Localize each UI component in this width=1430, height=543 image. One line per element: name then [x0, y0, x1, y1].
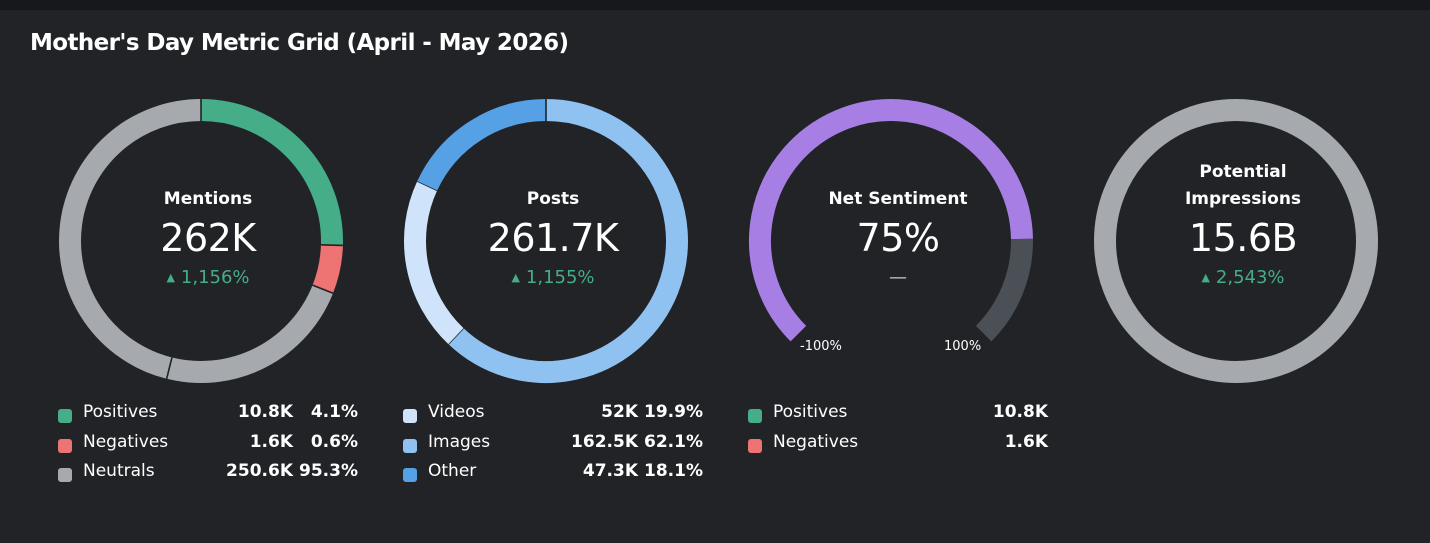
neutrals-slice — [59, 99, 334, 383]
mentions-center-title: Mentions — [163, 189, 253, 209]
triangle-up-icon: ▲ — [1201, 271, 1210, 284]
net-sentiment-center-title: Net Sentiment — [828, 189, 968, 209]
legend-percent: 4.1% — [310, 402, 358, 422]
posts-change-value: 1,155% — [525, 267, 595, 288]
posts-legend: Videos 52K 19.9% Images 162.5K 62.1% Oth… — [403, 402, 703, 491]
mentions-change: ▲ 1,156% — [58, 267, 358, 288]
legend-percent: 95.3% — [299, 461, 358, 481]
posts-center-value: 261.7K — [487, 216, 619, 260]
legend-item: Positives 10.8K 4.1% — [58, 402, 358, 432]
legend-label: Neutrals — [83, 461, 155, 481]
negatives-swatch — [58, 438, 72, 453]
top-bar — [0, 0, 1430, 10]
legend-percent: 19.9% — [644, 402, 703, 422]
legend-label: Positives — [773, 402, 848, 422]
triangle-up-icon: ▲ — [511, 271, 520, 284]
neutrals-swatch — [58, 468, 72, 482]
positives-slice — [200, 99, 343, 246]
other-slice — [417, 99, 547, 191]
mentions-card: Mentions 262K ▲ 1,156% Positives 10.8K 4.… — [58, 95, 358, 525]
legend-percent: 0.6% — [310, 431, 358, 452]
positives-swatch — [58, 409, 72, 423]
mentions-center-value: 262K — [160, 216, 256, 260]
legend-percent: 18.1% — [644, 461, 703, 481]
posts-change: ▲ 1,155% — [403, 267, 703, 288]
slice-separator — [416, 180, 438, 192]
legend-item: Negatives 1.6K 0.6% — [58, 432, 358, 462]
legend-label: Negatives — [83, 431, 169, 452]
posts-card: Posts 261.7K ▲ 1,155% Videos 52K 19.9% Im… — [403, 95, 703, 525]
sentiment-value-arc — [749, 99, 1033, 342]
legend-percent: 62.1% — [644, 431, 703, 452]
legend-item: Other 47.3K 18.1% — [403, 461, 703, 491]
legend-value: 250.6K — [226, 461, 293, 481]
legend-label: Videos — [428, 402, 485, 422]
videos-slice — [404, 181, 464, 345]
posts-donut-chart — [404, 99, 688, 383]
legend-item: Positives 10.8K — [748, 402, 1048, 432]
slice-separator — [320, 243, 343, 247]
center-title-line: Impressions — [1184, 189, 1302, 209]
legend-item: Neutrals 250.6K 95.3% — [58, 461, 358, 491]
slice-separator — [312, 284, 334, 295]
page-title: Mother's Day Metric Grid (April - May 20… — [30, 30, 569, 56]
net-sentiment-legend: Positives 10.8K Negatives 1.6K — [748, 402, 1048, 461]
triangle-up-icon: ▲ — [166, 271, 175, 284]
legend-label: Positives — [83, 402, 158, 422]
negatives-swatch — [748, 438, 762, 453]
potential-impressions-card: Potential Impressions 15.6B ▲ 2,543% — [1093, 95, 1393, 525]
legend-value: 10.8K — [992, 402, 1048, 422]
slice-separator — [165, 357, 173, 379]
positives-swatch — [748, 409, 762, 423]
slice-separator — [447, 327, 465, 345]
net-sentiment-card: Net Sentiment 75% — -100% 100% Positives… — [748, 95, 1048, 525]
legend-item: Videos 52K 19.9% — [403, 402, 703, 432]
legend-value: 162.5K — [571, 431, 638, 452]
center-title-line: Potential — [1199, 162, 1287, 182]
legend-value: 52K — [601, 402, 638, 422]
net-sentiment-change: — — [889, 267, 907, 288]
net-sentiment-gauge-chart — [749, 99, 1033, 342]
gauge-min-label: -100% — [800, 339, 842, 354]
videos-swatch — [403, 409, 417, 423]
legend-value: 47.3K — [582, 461, 638, 481]
legend-label: Negatives — [773, 431, 859, 452]
legend-value: 10.8K — [237, 402, 293, 422]
gauge-max-label: 100% — [944, 339, 982, 354]
images-swatch — [403, 438, 417, 453]
mentions-change-value: 1,156% — [180, 267, 250, 288]
sentiment-remaining-arc — [975, 238, 1033, 342]
legend-value: 1.6K — [249, 431, 293, 452]
potential-impressions-center-value: 15.6B — [1188, 216, 1298, 260]
net-sentiment-center-value: 75% — [856, 216, 940, 260]
mentions-donut-chart — [59, 99, 343, 383]
potential-impressions-change-value: 2,543% — [1215, 267, 1285, 288]
potential-impressions-center-title: Potential Impressions — [1093, 159, 1393, 213]
legend-value: 1.6K — [1004, 431, 1048, 452]
legend-item: Negatives 1.6K — [748, 432, 1048, 462]
potential-impressions-change: ▲ 2,543% — [1093, 267, 1393, 288]
impressions-ring — [1094, 99, 1378, 383]
other-swatch — [403, 468, 417, 482]
legend-label: Other — [428, 461, 477, 481]
negatives-slice — [312, 244, 343, 294]
legend-label: Images — [428, 431, 491, 452]
images-slice — [448, 99, 688, 383]
posts-center-title: Posts — [526, 189, 580, 209]
legend-item: Images 162.5K 62.1% — [403, 432, 703, 462]
potential-impressions-donut-chart — [1094, 99, 1378, 383]
mentions-legend: Positives 10.8K 4.1% Negatives 1.6K 0.6%… — [58, 402, 358, 491]
